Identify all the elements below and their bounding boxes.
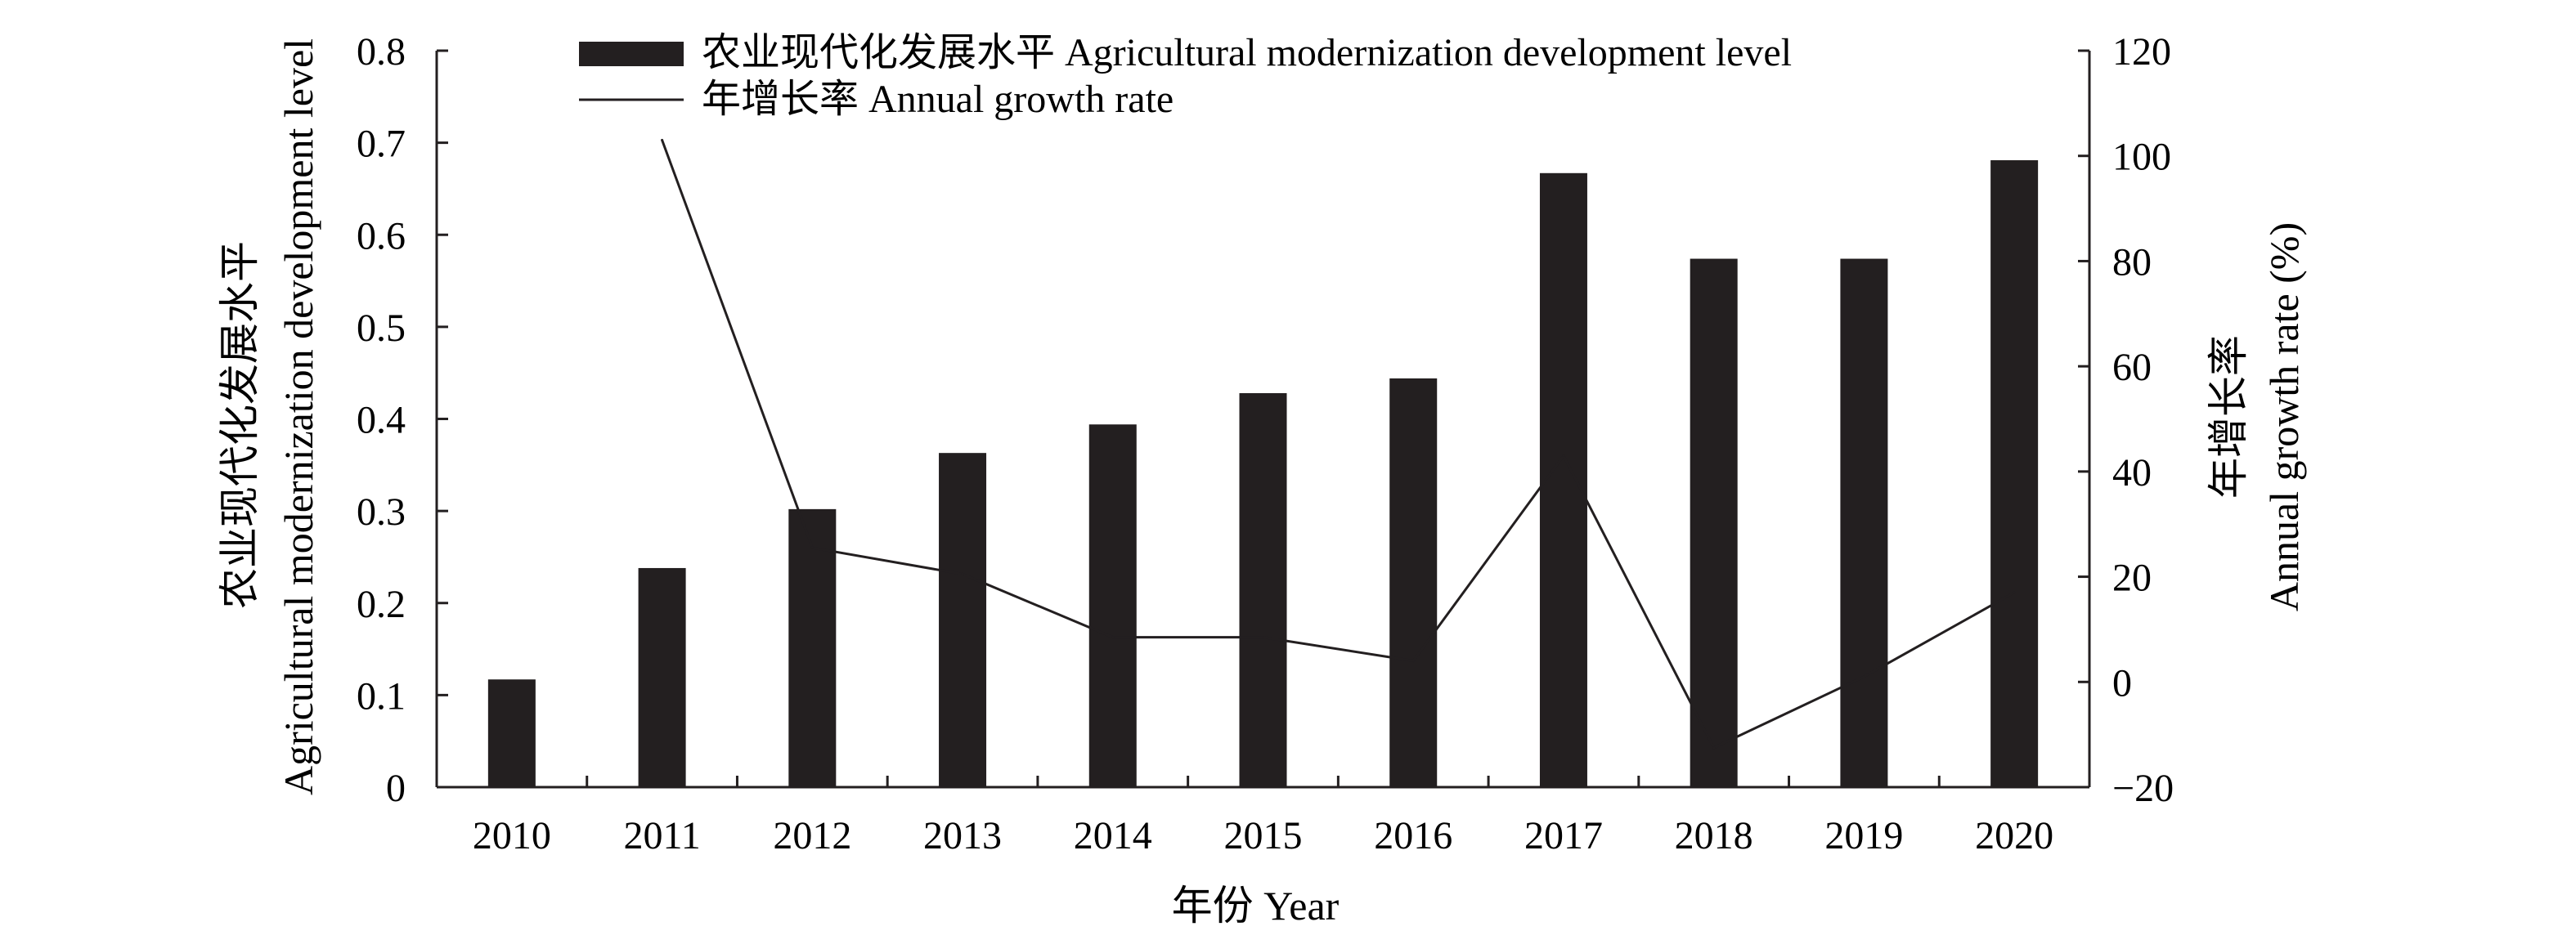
left-tick-label: 0.3 xyxy=(357,490,406,534)
x-tick-label: 2010 xyxy=(473,814,551,857)
x-tick-label: 2011 xyxy=(623,814,700,857)
growth-rate-point-2014 xyxy=(1111,636,1115,639)
left-tick-label: 0.5 xyxy=(357,307,406,350)
growth-rate-point-2013 xyxy=(961,572,964,575)
x-axis-title: 年份 Year xyxy=(1172,883,1340,929)
left-tick-label: 0.7 xyxy=(357,123,406,166)
right-tick-label: 20 xyxy=(2112,557,2152,600)
bar-2010 xyxy=(487,679,536,787)
left-tick-label: 0.2 xyxy=(357,583,406,626)
growth-rate-point-2015 xyxy=(1262,636,1264,639)
x-tick-label: 2018 xyxy=(1675,814,1753,857)
x-tick-label: 2013 xyxy=(923,814,1002,857)
right-tick-label: 40 xyxy=(2112,451,2152,495)
bar-2019 xyxy=(1840,258,1888,788)
right-axis-title-line2: Annual growth rate (%) xyxy=(2261,222,2307,611)
growth-rate-point-2016 xyxy=(1411,660,1415,663)
right-axis-title-line1: 年增长率 xyxy=(2206,335,2251,499)
legend-bar-swatch xyxy=(579,42,684,66)
x-tick-label: 2015 xyxy=(1224,814,1303,857)
left-tick-label: 0.8 xyxy=(357,30,406,74)
legend-line-label: 年增长率 Annual growth rate xyxy=(702,78,1174,121)
left-axis-title-line1: 农业现代化发展水平 xyxy=(217,241,263,609)
right-tick-label: 0 xyxy=(2112,661,2132,705)
bar-2017 xyxy=(1539,172,1587,787)
left-axis-title-line2: Agricultural modernization development l… xyxy=(276,38,321,795)
x-tick-label: 2019 xyxy=(1824,814,1903,857)
legend-bar-label: 农业现代化发展水平 Agricultural modernization dev… xyxy=(702,31,1792,74)
growth-rate-point-2011 xyxy=(661,138,664,141)
x-tick-label: 2020 xyxy=(1975,814,2053,857)
bar-2014 xyxy=(1088,424,1137,787)
plot-area xyxy=(487,138,2039,788)
growth-rate-point-2019 xyxy=(1862,675,1865,678)
left-tick-label: 0.4 xyxy=(357,399,406,442)
left-tick-label: 0.1 xyxy=(357,674,406,718)
bar-2016 xyxy=(1389,378,1438,787)
bar-2013 xyxy=(939,453,987,787)
x-tick-label: 2014 xyxy=(1074,814,1152,857)
bar-2018 xyxy=(1690,258,1738,788)
x-tick-label: 2016 xyxy=(1374,814,1452,857)
growth-rate-line xyxy=(661,139,2015,750)
x-tick-label: 2017 xyxy=(1524,814,1603,857)
growth-rate-point-2018 xyxy=(1712,746,1716,750)
growth-rate-point-2017 xyxy=(1562,454,1565,458)
right-tick-label: 120 xyxy=(2112,30,2171,74)
legend: 农业现代化发展水平 Agricultural modernization dev… xyxy=(579,31,1792,121)
growth-rate-point-2020 xyxy=(2013,591,2016,594)
x-tick-label: 2012 xyxy=(773,814,851,857)
bar-2020 xyxy=(1990,160,2039,787)
left-tick-label: 0.6 xyxy=(357,214,406,257)
right-tick-label: 60 xyxy=(2112,346,2152,389)
right-tick-label: 80 xyxy=(2112,240,2152,284)
bar-2012 xyxy=(788,508,837,787)
bar-2011 xyxy=(638,567,686,787)
growth-rate-point-2012 xyxy=(810,546,814,549)
right-tick-label: −20 xyxy=(2112,767,2174,810)
right-tick-label: 100 xyxy=(2112,136,2171,179)
bar-2015 xyxy=(1239,392,1287,787)
axes: 0 0.1 0.2 0.3 0.4 0.5 0.6 0.7 0.8 −20 0 20 40 60 80 100… xyxy=(357,30,2174,857)
left-tick-label: 0 xyxy=(386,767,406,810)
